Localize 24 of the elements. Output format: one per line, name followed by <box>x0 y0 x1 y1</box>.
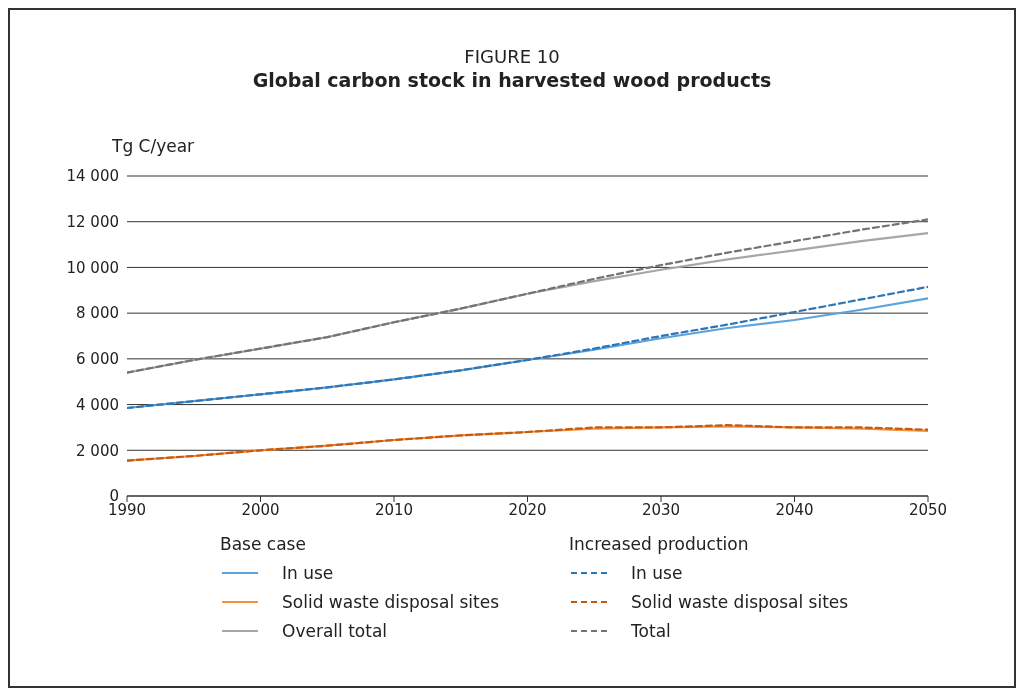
x-tick-label: 2050 <box>908 500 948 519</box>
x-tick-label: 2040 <box>775 500 814 519</box>
legend-label: Solid waste disposal sites <box>282 591 500 612</box>
x-tick-label: 2000 <box>241 500 280 519</box>
x-tick-label: 2030 <box>641 500 681 519</box>
chart-title: FIGURE 10 <box>463 46 561 67</box>
chart-subtitle: Global carbon stock in harvested wood products <box>251 69 773 91</box>
y-tick-label: 6 000 <box>76 350 119 369</box>
legend-label: Solid waste disposal sites <box>631 591 849 612</box>
legend-label: Total <box>631 620 671 641</box>
y-tick-label: 4 000 <box>76 395 119 414</box>
y-tick-label: 14 000 <box>66 167 119 186</box>
text: Increased production <box>569 534 749 554</box>
x-tick-label: 2010 <box>374 500 414 519</box>
text: Base case <box>220 534 306 554</box>
y-tick-label: 8 000 <box>76 304 119 323</box>
legend-label: Overall total <box>282 620 388 641</box>
legend-label: In use <box>282 562 334 583</box>
legend-label: In use <box>631 562 683 583</box>
y-tick-label: 2 000 <box>76 441 119 460</box>
y-tick-label: 10 000 <box>66 258 119 277</box>
x-tick-label: 2020 <box>508 500 547 519</box>
y-tick-label: 12 000 <box>66 213 119 232</box>
y-axis-title: Tg C/year <box>112 136 195 156</box>
